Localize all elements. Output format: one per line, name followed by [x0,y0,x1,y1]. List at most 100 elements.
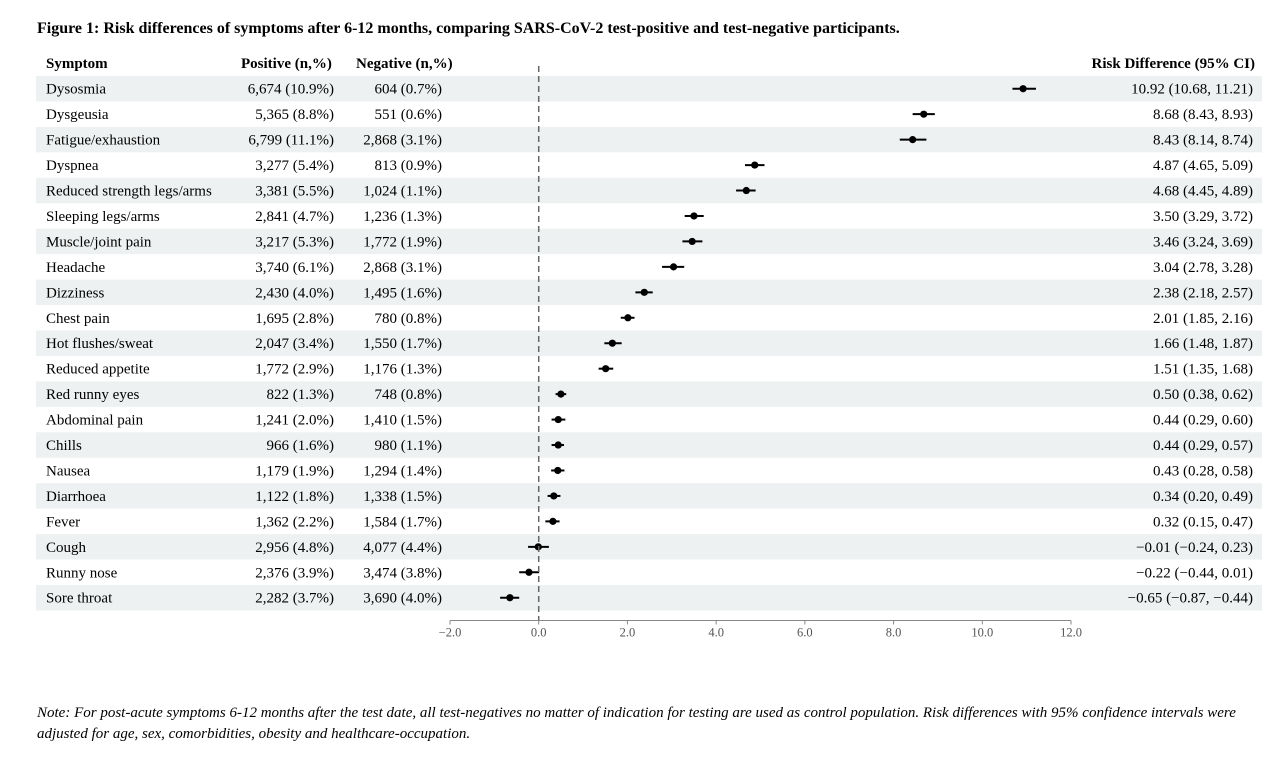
symptom-label: Headache [46,260,105,276]
point-estimate [688,237,696,246]
x-tick-label: 12.0 [1060,625,1082,639]
negative-value: 3,690 (4.0%) [363,591,442,607]
row-stripe [36,585,1262,611]
symptom-label: Nausea [46,463,90,479]
point-estimate [554,415,562,424]
negative-value: 1,024 (1.1%) [363,184,442,200]
risk-difference-text: 0.44 (0.29, 0.57) [1153,438,1253,454]
positive-value: 3,740 (6.1%) [255,260,334,276]
row-stripe [36,76,1262,102]
symptom-label: Chills [46,438,82,454]
positive-value: 3,277 (5.4%) [255,158,334,174]
risk-difference-text: 0.44 (0.29, 0.60) [1153,413,1253,429]
symptom-label: Runny nose [46,565,118,581]
point-estimate [669,263,678,271]
positive-value: 3,381 (5.5%) [255,184,334,200]
positive-value: 822 (1.3%) [267,387,335,403]
point-estimate [554,441,562,449]
symptom-label: Dyspnea [46,158,99,174]
symptom-label: Reduced strength legs/arms [46,184,212,200]
negative-value: 1,550 (1.7%) [363,336,442,352]
point-estimate [557,390,565,398]
negative-value: 1,495 (1.6%) [363,285,442,301]
row-stripe [36,483,1262,509]
point-estimate [602,365,610,373]
risk-difference-text: 0.32 (0.15, 0.47) [1153,514,1253,530]
risk-difference-text: 3.50 (3.29, 3.72) [1153,209,1253,225]
risk-difference-text: 3.04 (2.78, 3.28) [1153,260,1253,276]
figure-title: Figure 1: Risk differences of symptoms a… [37,20,900,37]
x-tick-label: 10.0 [971,625,993,639]
point-estimate [554,466,562,475]
negative-value: 748 (0.8%) [375,387,443,403]
symptom-label: Sore throat [46,591,113,607]
negative-value: 780 (0.8%) [375,311,443,327]
positive-value: 966 (1.6%) [267,438,335,454]
positive-value: 2,376 (3.9%) [255,565,334,581]
symptom-label: Dysosmia [46,82,106,98]
negative-value: 1,338 (1.5%) [363,489,442,505]
row-stripe [36,177,1262,204]
point-estimate [624,314,632,322]
negative-value: 2,868 (3.1%) [363,260,442,276]
header-negative: Negative (n,%) [356,56,453,72]
positive-value: 3,217 (5.3%) [255,234,334,250]
x-tick-label: −2.0 [439,625,462,639]
point-estimate [909,136,917,144]
positive-value: 1,772 (2.9%) [255,362,334,378]
symptom-label: Reduced appetite [46,362,150,378]
forest-marks [500,66,1036,621]
risk-difference-text: 1.51 (1.35, 1.68) [1153,362,1253,378]
x-tick-label: 4.0 [708,625,724,639]
risk-difference-text: 2.38 (2.18, 2.57) [1153,285,1253,301]
positive-value: 6,674 (10.9%) [248,82,334,98]
point-estimate [690,212,698,220]
positive-value: 1,362 (2.2%) [255,514,334,530]
symptom-label: Fever [46,514,80,530]
risk-difference-text: 8.43 (8.14, 8.74) [1153,133,1253,149]
positive-value: 2,956 (4.8%) [255,540,334,556]
negative-value: 1,772 (1.9%) [363,234,442,250]
negative-value: 2,868 (3.1%) [363,133,442,149]
point-estimate [751,161,759,169]
negative-value: 813 (0.9%) [375,158,443,174]
negative-value: 551 (0.6%) [375,107,443,123]
row-stripe [36,126,1262,153]
negative-value: 1,176 (1.3%) [363,362,442,378]
x-tick-label: 8.0 [886,625,902,639]
row-stripe [36,330,1262,356]
positive-value: 1,241 (2.0%) [255,413,334,429]
header-positive: Positive (n,%) [241,56,332,72]
header-symptom: Symptom [46,56,108,72]
x-axis: −2.0 0.0 2.0 4.0 6.0 8.0 10.0 12.0 [439,619,1082,639]
symptom-label: Dizziness [46,285,104,301]
x-tick-label: 6.0 [797,625,813,639]
point-estimate [549,517,557,525]
negative-value: 4,077 (4.4%) [363,540,442,556]
positive-value: 5,365 (8.8%) [255,107,334,123]
risk-difference-text: 8.68 (8.43, 8.93) [1153,107,1253,123]
positive-value: 2,282 (3.7%) [255,591,334,607]
risk-difference-text: 1.66 (1.48, 1.87) [1153,336,1253,352]
row-stripes [36,76,1262,611]
negative-value: 1,294 (1.4%) [363,463,442,479]
x-tick-label: 0.0 [531,625,547,639]
header-risk-difference: Risk Difference (95% CI) [1092,56,1255,72]
symptom-label: Fatigue/exhaustion [46,133,161,149]
negative-value: 980 (1.1%) [375,438,443,454]
positive-value: 2,841 (4.7%) [255,209,334,225]
risk-difference-text: 0.34 (0.20, 0.49) [1153,489,1253,505]
positive-value: 2,430 (4.0%) [255,285,334,301]
point-estimate [742,186,750,195]
x-tick-label: 2.0 [620,625,636,639]
row-stripe [36,228,1262,255]
symptom-label: Dysgeusia [46,107,109,123]
risk-difference-text: −0.01 (−0.24, 0.23) [1136,540,1253,556]
symptom-label: Hot flushes/sweat [46,336,154,352]
symptom-label: Diarrhoea [46,489,106,505]
footnote: Note: For post-acute symptoms 6-12 month… [37,705,1236,742]
positive-value: 2,047 (3.4%) [255,336,334,352]
negative-value: 3,474 (3.8%) [363,565,442,581]
positive-value: 6,799 (11.1%) [248,133,334,149]
positive-value: 1,179 (1.9%) [255,463,334,479]
